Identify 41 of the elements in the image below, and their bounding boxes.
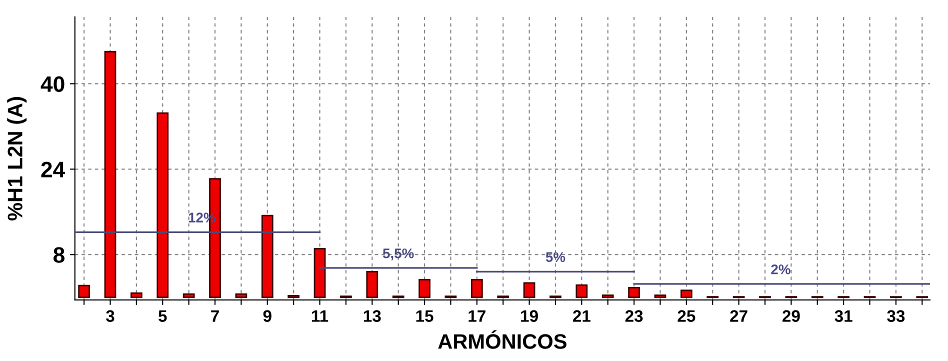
bar <box>182 293 195 298</box>
bar <box>523 282 536 298</box>
bar <box>314 248 326 298</box>
annotation: 2% <box>771 264 790 274</box>
y-tick-label: 24 <box>41 162 66 178</box>
x-tick-label: 29 <box>782 310 800 322</box>
x-tick-label: 15 <box>416 310 434 322</box>
bar <box>130 292 142 298</box>
bar <box>156 112 169 298</box>
x-tick-label: 25 <box>678 310 696 322</box>
bar <box>104 50 116 298</box>
x-tick-label: 11 <box>312 310 328 322</box>
x-tick-label: 21 <box>572 310 590 322</box>
y-tick-label: 40 <box>40 76 64 92</box>
x-tick-label: 3 <box>106 310 114 322</box>
bar <box>602 294 614 298</box>
bar <box>470 279 483 298</box>
annotation: 5,5% <box>382 248 414 260</box>
bar <box>628 287 640 298</box>
x-tick-label: 19 <box>521 310 538 322</box>
y-axis-title: %H1 L2N (A) <box>7 97 27 220</box>
x-tick-label: 13 <box>364 310 381 322</box>
x-tick-label: 17 <box>468 310 486 322</box>
bar <box>261 214 274 298</box>
bar <box>576 284 588 298</box>
y-tick-label: 8 <box>54 247 64 263</box>
annotation: 5% <box>546 252 566 262</box>
x-tick-label: 9 <box>263 310 272 322</box>
x-tick-label: 27 <box>730 310 748 322</box>
x-tick-label: 23 <box>625 310 643 322</box>
x-axis-title: ARMÓNICOS <box>438 330 566 349</box>
bar <box>366 270 378 298</box>
bar <box>78 284 90 298</box>
x-tick-label: 33 <box>887 310 905 322</box>
bar <box>654 294 666 298</box>
bar <box>235 293 248 298</box>
x-tick-label: 7 <box>211 310 219 322</box>
x-tick-label: 5 <box>158 310 167 322</box>
bar <box>680 290 692 298</box>
bar <box>418 279 430 298</box>
x-tick-label: 31 <box>834 310 852 322</box>
